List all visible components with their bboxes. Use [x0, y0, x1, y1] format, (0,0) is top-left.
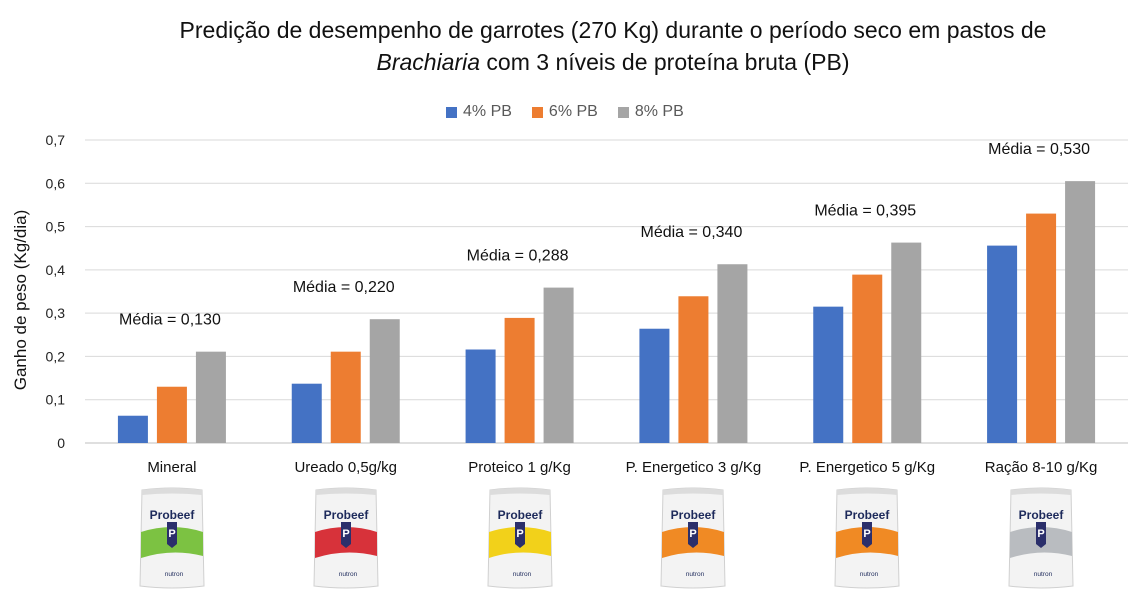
bar-8pb [543, 287, 574, 443]
chart-title: Predição de desempenho de garrotes (270 … [0, 14, 1141, 78]
x-tick-label: P. Energetico 3 g/Kg [626, 459, 762, 476]
bar-8pb [369, 319, 400, 443]
y-tick-label: 0 [57, 435, 65, 451]
feed-bag-icon: P Probeef nutron [1008, 487, 1074, 589]
bag-maker-label: nutron [339, 571, 358, 578]
chart-title-rest: com 3 níveis de proteína bruta (PB) [480, 49, 850, 75]
bag-brand-label: Probeef [150, 508, 196, 522]
product-bag-image: P Probeef nutron [486, 486, 554, 592]
bar-6pb [330, 351, 361, 443]
bag-brand-label: Probeef [845, 508, 891, 522]
feed-bag-icon: P Probeef nutron [834, 487, 900, 589]
bag-maker-label: nutron [686, 571, 705, 578]
bag-maker-label: nutron [165, 571, 184, 578]
x-tick-label: Mineral [147, 459, 196, 476]
product-bag-image: P Probeef nutron [833, 486, 901, 592]
chart-title-line2: Brachiaria com 3 níveis de proteína brut… [0, 46, 1141, 78]
bag-maker-label: nutron [512, 571, 531, 578]
feed-bag-icon: P Probeef nutron [313, 487, 379, 589]
bar-8pb [891, 242, 922, 443]
x-tick-label: P. Energetico 5 g/Kg [799, 459, 935, 476]
legend-swatch-4pb [446, 106, 457, 118]
feed-bag-icon: P Probeef nutron [660, 487, 726, 589]
x-tick-label: Ração 8-10 g/Kg [985, 459, 1098, 476]
bar-6pb [678, 296, 709, 443]
mean-annotation: Média = 0,340 [640, 224, 742, 241]
chart-title-line1: Predição de desempenho de garrotes (270 … [179, 17, 1047, 43]
bag-maker-label: nutron [1034, 571, 1053, 578]
legend-item-6pb: 6% PB [531, 103, 598, 121]
chart-bars [117, 181, 1096, 443]
bag-brand-label: Probeef [671, 508, 717, 522]
bar-6pb [852, 274, 883, 443]
svg-text:P: P [690, 528, 697, 540]
product-bag-image: P Probeef nutron [138, 486, 206, 592]
bag-maker-label: nutron [860, 571, 879, 578]
svg-text:P: P [864, 528, 871, 540]
y-axis-label: Ganho de peso (Kg/dia) [11, 210, 30, 391]
bar-4pb [987, 245, 1018, 443]
legend-label-6pb: 6% PB [548, 103, 598, 120]
svg-text:P: P [342, 528, 349, 540]
svg-text:P: P [516, 528, 523, 540]
y-tick-label: 0,2 [46, 348, 66, 364]
mean-annotation: Média = 0,220 [293, 279, 395, 296]
bar-6pb [504, 317, 535, 443]
mean-annotation: Média = 0,130 [119, 312, 221, 329]
legend-label-4pb: 4% PB [463, 103, 512, 120]
product-bag-image: P Probeef nutron [312, 486, 380, 592]
y-tick-label: 0,6 [46, 175, 66, 191]
feed-bag-icon: P Probeef nutron [139, 487, 205, 589]
y-tick-label: 0,4 [46, 262, 66, 278]
y-tick-label: 0,3 [46, 305, 66, 321]
legend-swatch-6pb [531, 106, 543, 118]
legend-label-8pb: 8% PB [634, 103, 684, 120]
bar-8pb [195, 351, 226, 443]
legend-item-8pb: 8% PB [617, 103, 684, 121]
x-tick-label: Ureado 0,5g/kg [294, 459, 397, 476]
bar-4pb [291, 383, 322, 443]
mean-annotation: Média = 0,395 [814, 203, 916, 220]
bag-brand-label: Probeef [497, 508, 543, 522]
chart-legend: 4% PB 6% PB 8% PB [446, 103, 684, 121]
svg-text:P: P [168, 528, 175, 540]
feed-bag-icon: P Probeef nutron [487, 487, 553, 589]
mean-annotation: Média = 0,288 [467, 248, 569, 265]
legend-item-4pb: 4% PB [446, 103, 512, 121]
mean-annotation: Média = 0,530 [988, 141, 1090, 158]
y-tick-label: 0,5 [46, 219, 66, 235]
bar-6pb [156, 386, 187, 443]
svg-text:P: P [1037, 528, 1044, 540]
chart-annotations: Média = 0,130 Média = 0,220 Média = 0,288 M… [119, 141, 1090, 329]
bar-8pb [1065, 181, 1096, 443]
y-tick-label: 0,7 [46, 132, 66, 148]
bag-brand-label: Probeef [1019, 508, 1065, 522]
bar-4pb [639, 328, 670, 443]
product-bag-image: P Probeef nutron [659, 486, 727, 592]
chart-title-italic: Brachiaria [376, 49, 481, 75]
bar-4pb [117, 415, 148, 443]
x-axis-labels: Mineral Ureado 0,5g/kg Proteico 1 g/Kg P. E… [147, 459, 1097, 476]
x-tick-label: Proteico 1 g/Kg [468, 459, 571, 476]
bar-6pb [1026, 213, 1057, 443]
product-bag-image: P Probeef nutron [1007, 486, 1075, 592]
bar-4pb [465, 349, 496, 443]
bag-brand-label: Probeef [323, 508, 369, 522]
legend-swatch-8pb [617, 106, 629, 118]
chart-gridlines [85, 139, 1128, 444]
y-tick-label: 0,1 [46, 392, 66, 408]
y-axis-ticks: 0 0,1 0,2 0,3 0,4 0,5 0,6 0,7 [46, 132, 66, 451]
bar-4pb [813, 306, 844, 443]
bar-8pb [717, 264, 748, 443]
